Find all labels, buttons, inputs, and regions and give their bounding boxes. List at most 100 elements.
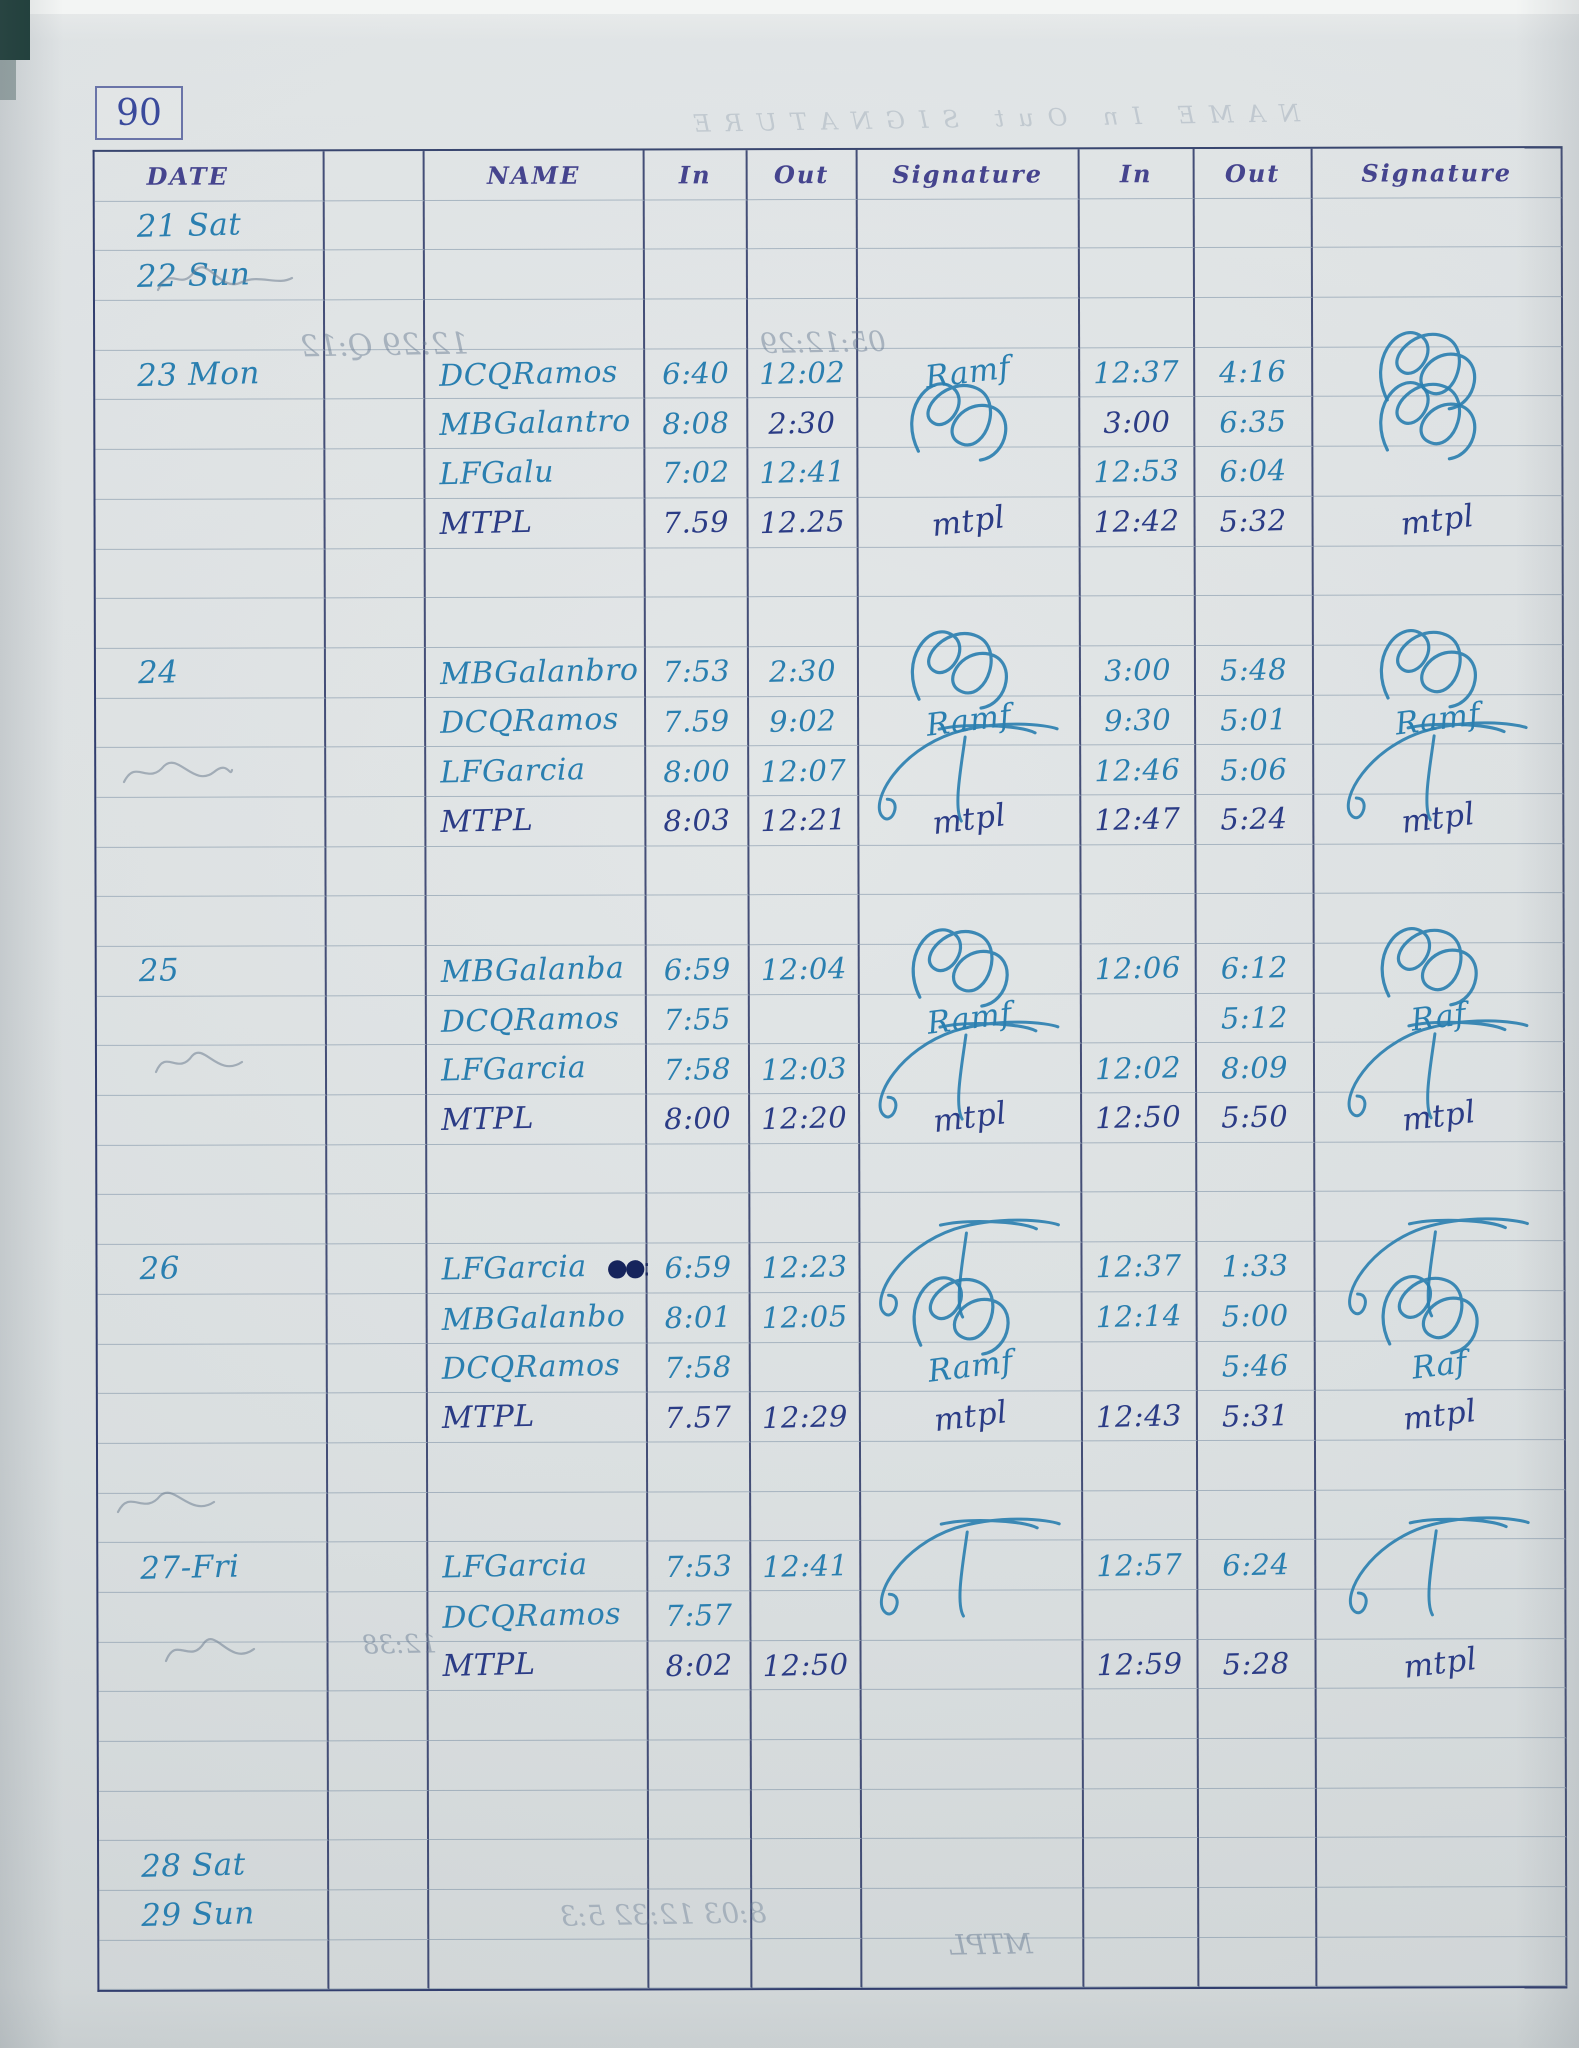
photo-corner-shadow-fade (0, 60, 16, 100)
cell-name (429, 1939, 650, 1990)
cell-out2 (1199, 1937, 1318, 1988)
cell-in (648, 1491, 752, 1542)
cell-date (96, 697, 327, 749)
header-cell-in2: In (1079, 149, 1195, 200)
cell-out (751, 1690, 862, 1741)
cell-in (644, 249, 748, 300)
cell-out: 12:05 (750, 1292, 861, 1343)
cell-out (749, 895, 860, 946)
cell-out (747, 249, 858, 300)
cell-in2 (1079, 198, 1195, 249)
signature-scribble (859, 928, 1082, 1008)
cell-date (96, 797, 327, 848)
cell-sig: mtpl (858, 497, 1081, 548)
cell-out2 (1199, 1838, 1318, 1889)
cell-out: 12:21 (749, 795, 860, 846)
cell-sig (859, 894, 1082, 945)
cell-out (747, 199, 858, 250)
cell-out2 (1194, 248, 1313, 299)
cell-in (648, 1789, 753, 1840)
cell-gap (328, 1492, 429, 1543)
cell-date (97, 1095, 328, 1146)
cell-in (646, 845, 750, 896)
cell-in2: 3:00 (1080, 645, 1197, 696)
cell-sig (861, 1639, 1084, 1691)
cell-date (98, 1641, 329, 1693)
cell-in2: 12:46 (1081, 745, 1197, 796)
cell-out (748, 597, 859, 648)
cell-out2: 5:24 (1196, 794, 1315, 845)
cell-in2 (1084, 1838, 1200, 1889)
header-cell-out2: Out (1194, 148, 1313, 199)
cell-gap (327, 1293, 428, 1344)
cell-in: 7:58 (647, 1342, 751, 1393)
cell-sig2: Ramf (1314, 694, 1565, 745)
cell-date (95, 449, 326, 500)
cell-date (99, 1940, 330, 1991)
cell-out: 12:20 (750, 1093, 861, 1144)
cell-in2: 12:37 (1080, 347, 1196, 398)
cell-out2: 4:16 (1195, 347, 1314, 398)
cell-out2 (1194, 297, 1314, 348)
cell-in: 8:02 (648, 1640, 752, 1691)
cell-in (648, 1690, 752, 1741)
cell-gap (327, 1095, 428, 1146)
cell-in (647, 1193, 751, 1244)
cell-in2: 12:43 (1082, 1391, 1198, 1442)
cell-name: MBGalanbro (425, 647, 647, 698)
cell-in (647, 1442, 752, 1493)
cell-out2 (1195, 546, 1314, 597)
cell-sig2: mtpl (1316, 1638, 1567, 1690)
cell-sig (860, 1441, 1084, 1492)
page-top-edge (0, 0, 1579, 14)
cell-sig2 (1317, 1936, 1568, 1988)
cell-out2: 5:32 (1195, 496, 1314, 547)
cell-date (96, 896, 327, 947)
cell-name: MBGalanbo (427, 1293, 648, 1344)
cell-in2: 12:50 (1082, 1093, 1198, 1144)
cell-date: 21 Sat (94, 201, 325, 252)
cell-sig2 (1312, 197, 1563, 249)
photo-corner-shadow (0, 0, 30, 60)
cell-gap (325, 399, 426, 450)
cell-in: 8:00 (646, 746, 750, 797)
cell-sig2 (1313, 545, 1564, 596)
cell-gap (325, 449, 426, 500)
cell-out (749, 994, 860, 1045)
cell-in2 (1083, 1589, 1199, 1640)
cell-sig2 (1317, 1887, 1568, 1938)
cell-sig (861, 1739, 1084, 1790)
cell-out (752, 1938, 863, 1989)
cell-out: 12:04 (749, 944, 860, 995)
cell-gap (325, 647, 427, 698)
cell-name (424, 200, 645, 251)
cell-sig2: mtpl (1313, 495, 1564, 547)
cell-name: MTPL (426, 796, 647, 847)
cell-out: 12:03 (749, 1044, 861, 1095)
cell-gap (329, 1840, 430, 1891)
cell-sig (858, 546, 1081, 598)
cell-out2: 6:35 (1195, 397, 1314, 448)
cell-out2: 5:06 (1196, 744, 1315, 795)
cell-name: LFGarcia ●●: (427, 1243, 648, 1294)
cell-sig2: Raf (1314, 992, 1565, 1044)
cell-date (98, 1691, 329, 1742)
cell-sig (860, 1192, 1083, 1244)
cell-in: 7.57 (647, 1392, 751, 1443)
bleedthrough-text: MTPL (947, 1927, 1034, 1962)
cell-out: 12:29 (750, 1392, 861, 1443)
cell-sig2 (1314, 843, 1565, 895)
signature-scribble (859, 1020, 1083, 1121)
cell-name: DCQRamos (426, 697, 647, 748)
cell-in2 (1084, 1937, 1200, 1988)
signature-scribble (1314, 721, 1565, 821)
cell-name (427, 1144, 648, 1195)
cell-in: 7.59 (645, 498, 749, 548)
header-cell-sig2: Signature (1312, 148, 1563, 199)
cell-date (95, 399, 326, 451)
cell-gap (327, 1144, 428, 1195)
cell-in2 (1079, 248, 1195, 299)
cell-date (96, 747, 327, 798)
cell-in2: 9:30 (1081, 695, 1197, 746)
cell-sig: Ramf (860, 1341, 1083, 1393)
